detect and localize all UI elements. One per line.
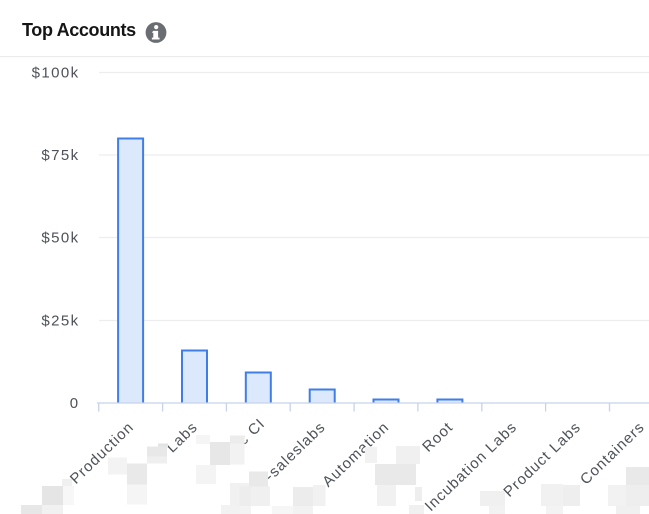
svg-text:0: 0 bbox=[70, 395, 80, 412]
svg-text:$25k: $25k bbox=[41, 313, 79, 330]
svg-text:$50k: $50k bbox=[41, 230, 79, 247]
svg-text:$75k: $75k bbox=[41, 147, 79, 164]
svg-text:$100k: $100k bbox=[32, 65, 80, 82]
svg-text:Top Accounts: Top Accounts bbox=[22, 20, 136, 40]
